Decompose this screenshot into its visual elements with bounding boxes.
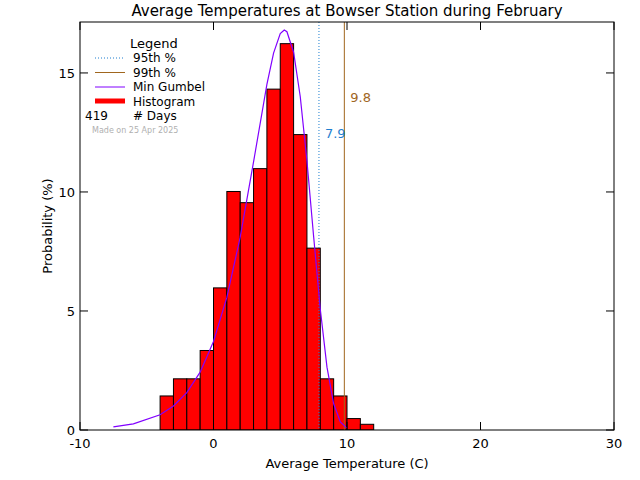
histogram-bar [214, 288, 227, 430]
histogram-bar [187, 379, 200, 430]
gumbel-line [113, 30, 347, 428]
histogram-bar [200, 350, 213, 430]
y-tick [606, 191, 614, 192]
x-tick [480, 422, 481, 430]
x-tick-label: 10 [339, 436, 356, 451]
histogram-bar [254, 169, 267, 430]
x-tick [80, 422, 81, 430]
x-tick [614, 422, 615, 430]
x-tick [213, 22, 214, 30]
histogram-bar [267, 89, 280, 430]
x-label: Average Temperature (C) [265, 456, 428, 471]
reference-label: 9.8 [350, 90, 371, 105]
legend-swatch [95, 99, 125, 104]
histogram-bar [320, 379, 333, 430]
histogram-bar [334, 396, 347, 430]
plot-area [113, 22, 373, 430]
y-tick-label: 15 [58, 66, 75, 81]
histogram-bar [360, 424, 373, 430]
x-tick [80, 22, 81, 30]
y-tick [80, 430, 88, 431]
day-count-label: # Days [133, 109, 177, 123]
histogram-bar [307, 248, 320, 430]
legend-swatch [95, 72, 125, 73]
reference-line [344, 22, 345, 430]
legend-swatch [95, 87, 125, 88]
title: Average Temperatures at Bowser Station d… [131, 2, 562, 20]
x-tick-label: 20 [472, 436, 489, 451]
y-label: Probability (%) [40, 178, 55, 273]
x-tick [614, 22, 615, 30]
y-tick [80, 310, 88, 311]
x-tick-label: 30 [606, 436, 623, 451]
y-tick-label: 0 [67, 423, 75, 438]
y-tick [606, 430, 614, 431]
plot-frame [80, 22, 614, 430]
legend-label: Histogram [133, 95, 195, 109]
x-tick-label: 0 [209, 436, 217, 451]
y-tick [606, 310, 614, 311]
x-tick-label: -10 [69, 436, 90, 451]
histogram-bar [227, 191, 240, 430]
reference-line [318, 22, 319, 430]
x-tick [347, 422, 348, 430]
x-tick [347, 22, 348, 30]
made-on-note: Made on 25 Apr 2025 [92, 126, 178, 135]
histogram-bar [347, 419, 360, 430]
histogram-bar [294, 135, 307, 430]
y-tick-label: 10 [58, 185, 75, 200]
histogram-bar [240, 203, 253, 430]
chart: -100102030051015Average Temperatures at … [0, 0, 640, 480]
x-tick [480, 22, 481, 30]
y-tick [80, 72, 88, 73]
y-tick-label: 5 [67, 304, 75, 319]
y-tick [606, 72, 614, 73]
legend-label: Min Gumbel [133, 80, 205, 94]
legend-swatch [95, 58, 125, 59]
background [0, 0, 640, 480]
histogram-bar [280, 44, 293, 430]
legend-label: 95th % [133, 51, 176, 65]
x-tick [213, 422, 214, 430]
legend-title: Legend [130, 36, 178, 51]
reference-label: 7.9 [325, 126, 346, 141]
y-tick [80, 191, 88, 192]
day-count: 419 [85, 109, 108, 123]
legend-label: 99th % [133, 66, 176, 80]
